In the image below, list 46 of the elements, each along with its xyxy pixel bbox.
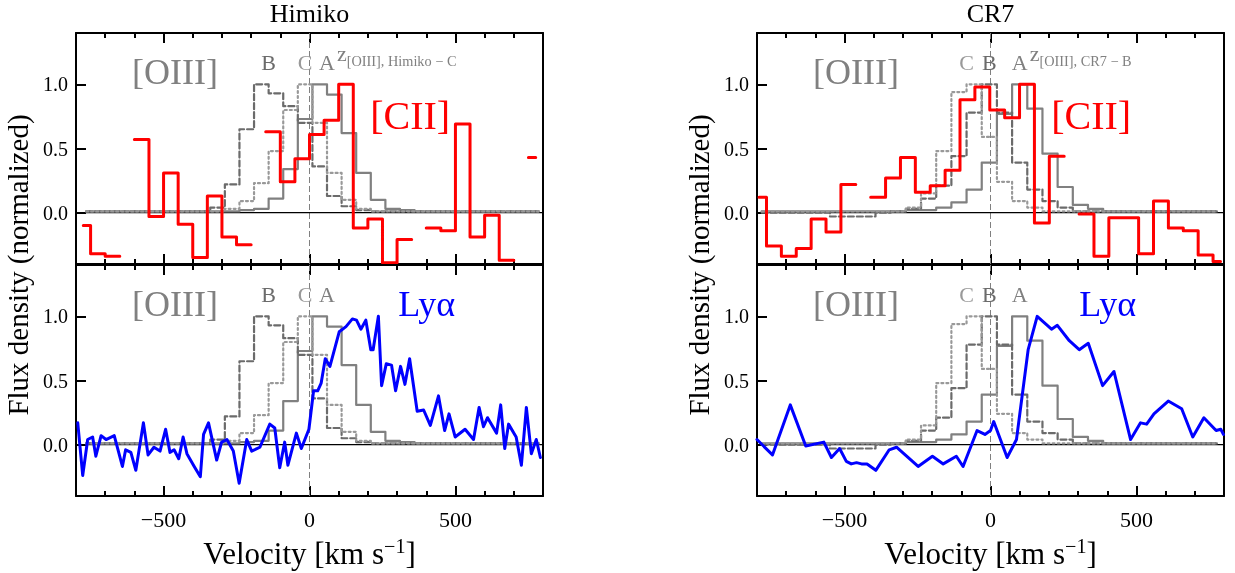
y-axis-title: Flux density (normalized) <box>682 114 715 416</box>
annotation: [OIII] <box>813 284 899 325</box>
y-tick-label: 0.0 <box>724 201 749 224</box>
series-label: C <box>297 50 313 76</box>
x-tick-label: −500 <box>140 506 187 532</box>
series-label: Lyα <box>1079 284 1137 325</box>
annotation: [OIII] <box>813 52 899 93</box>
x-tick-label: 500 <box>438 506 472 532</box>
y-tick-label: 0.5 <box>724 369 749 392</box>
chart-title: CR7 <box>966 0 1015 28</box>
y-tick-label: 0.5 <box>724 137 749 160</box>
y-tick-label: 0.0 <box>43 201 68 224</box>
series-label: B <box>981 282 997 308</box>
chart-title: Himiko <box>269 0 350 28</box>
y-tick-label: 0.0 <box>724 433 749 456</box>
series-label: A <box>319 50 335 76</box>
series-label: B <box>261 282 276 308</box>
annotation: [OIII] <box>132 52 218 93</box>
y-tick-label: 1.0 <box>724 73 749 96</box>
x-tick-label: −500 <box>821 506 868 532</box>
series-label: C <box>297 282 313 308</box>
y-axis-title: Flux density (normalized) <box>1 114 34 416</box>
y-tick-label: 0.5 <box>43 369 68 392</box>
y-tick-label: 0.5 <box>43 137 68 160</box>
x-axis-title: Velocity [km s$^{−1}$] <box>884 534 1097 571</box>
x-tick-label: 0 <box>304 506 315 532</box>
series-label: A <box>1011 50 1028 76</box>
series-label: B <box>261 50 276 76</box>
y-tick-label: 1.0 <box>724 305 749 328</box>
x-tick-label: 500 <box>1119 506 1153 532</box>
series-label: C <box>959 50 974 76</box>
series-label: B <box>981 50 997 76</box>
x-axis-title: Velocity [km s$^{−1}$] <box>203 534 416 571</box>
x-tick-label: 0 <box>985 506 996 532</box>
series-label: C <box>959 282 974 308</box>
series-label: A <box>319 282 335 308</box>
annotation: [OIII] <box>132 284 218 325</box>
series-label: Lyα <box>398 284 456 325</box>
annotation: z$_{[OIII], CR7 − B}$ <box>1029 40 1132 70</box>
y-tick-label: 1.0 <box>43 305 68 328</box>
annotation: z$_{[OIII], Himiko − C}$ <box>336 40 457 70</box>
series-label: [CII] <box>1051 93 1132 139</box>
series-label: A <box>1011 282 1028 308</box>
y-tick-label: 1.0 <box>43 73 68 96</box>
y-tick-label: 0.0 <box>43 433 68 456</box>
series-label: [CII] <box>370 93 451 139</box>
